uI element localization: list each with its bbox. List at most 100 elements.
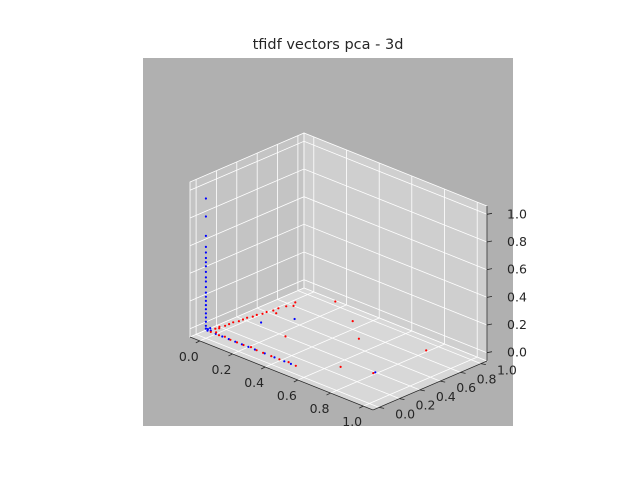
scatter-point: [372, 372, 375, 375]
grid-line-z: [189, 251, 488, 326]
scatter-point: [204, 280, 207, 283]
x-tick: [228, 353, 233, 357]
scatter-point: [292, 304, 295, 307]
x-tick-label: 0.4: [244, 375, 264, 390]
scatter-point: [251, 315, 254, 318]
z-tick-label: 0.8: [507, 234, 527, 249]
y-tick: [440, 380, 446, 383]
scatter-point: [237, 320, 240, 323]
grid-line-x: [330, 189, 445, 394]
scatter-point: [204, 308, 207, 311]
x-tick-label: 0.2: [212, 362, 232, 377]
scatter-point: [246, 316, 249, 319]
y-tick: [480, 363, 486, 366]
z-tick-label: 0.4: [507, 289, 527, 304]
scatter-point: [284, 335, 287, 338]
scatter-point: [204, 197, 207, 200]
x-tick-label: 0.0: [179, 349, 199, 364]
scatter-point: [204, 286, 207, 289]
scatter-point: [289, 362, 292, 365]
grid: [189, 135, 488, 408]
grid-line-z: [189, 140, 488, 215]
scatter-point: [262, 351, 265, 354]
scatter-point: [204, 265, 207, 268]
y-tick-label: 0.0: [395, 406, 415, 421]
x-tick-label: 1.0: [342, 414, 362, 429]
scatter-point: [223, 335, 226, 338]
y-tick: [379, 406, 385, 409]
grid-line-z: [189, 223, 488, 298]
scatter-point: [217, 334, 221, 337]
scatter-point: [285, 305, 288, 308]
grid-line-y: [297, 135, 482, 364]
scatter-point: [204, 291, 207, 294]
scatter-point: [265, 310, 268, 314]
grid-line-z: [189, 196, 488, 271]
chart-title: tfidf vectors pca - 3d: [253, 37, 404, 53]
y-tick-label: 0.4: [436, 389, 456, 404]
z-tick: [486, 295, 493, 298]
x-tick: [326, 392, 331, 396]
scatter-point: [214, 327, 217, 330]
scatter-point: [204, 251, 207, 254]
scatter-point: [204, 245, 207, 248]
z-tick-label: 0.2: [507, 317, 527, 332]
z-tick-label: 1.0: [507, 206, 527, 221]
y-tick: [399, 398, 405, 401]
scatter-point: [351, 320, 354, 323]
scatter-point: [235, 341, 239, 344]
z-tick: [486, 212, 493, 215]
grid-line-y: [277, 144, 461, 373]
x-tick-label: 0.6: [277, 388, 297, 403]
scatter-point: [294, 364, 297, 367]
scatter-point: [234, 340, 237, 343]
ticks: 0.00.20.40.60.81.00.00.20.40.60.81.00.00…: [179, 206, 527, 429]
x-axis-line: [189, 336, 374, 411]
scatter-point: [204, 215, 207, 218]
grid-line-y: [216, 170, 400, 399]
scatter-point: [261, 312, 264, 315]
scatter-point: [247, 345, 250, 348]
scatter-point: [204, 320, 207, 323]
scatter-point: [272, 309, 275, 312]
y-tick: [419, 389, 425, 392]
scatter-point: [204, 312, 207, 315]
grid-line-x: [199, 136, 315, 342]
scatter-point: [204, 234, 207, 237]
grid-line-x: [265, 163, 380, 368]
scatter-point: [339, 365, 342, 368]
axis-lines: [189, 206, 488, 411]
scatter-point: [255, 313, 258, 316]
scatter-point: [273, 356, 276, 359]
scatter-point: [334, 300, 337, 303]
grid-line-y: [195, 179, 380, 408]
scatter-point: [242, 343, 245, 347]
grid-line-y: [236, 161, 420, 391]
y-tick-label: 0.8: [477, 371, 497, 386]
z-tick: [486, 323, 493, 326]
scatter-point: [283, 360, 286, 363]
scatter-point: [293, 317, 296, 321]
scatter-point: [253, 348, 256, 351]
scatter-point: [270, 355, 273, 358]
scatter-point: [277, 307, 280, 310]
grid-line-x: [363, 202, 478, 407]
scatter-point: [425, 349, 428, 352]
z-tick-label: 0.6: [507, 262, 527, 277]
grid-line-x: [297, 176, 413, 381]
scatter-point: [204, 299, 207, 302]
scatter-point: [278, 358, 281, 361]
scatter-point: [218, 327, 221, 330]
scatter-points: [204, 197, 428, 375]
scatter-point: [204, 261, 207, 264]
scatter-point: [204, 316, 207, 319]
scatter-point: [255, 349, 258, 352]
scatter-point: [232, 321, 235, 324]
scatter-point: [204, 327, 207, 330]
y-tick-label: 0.2: [416, 398, 436, 413]
scatter-point: [215, 331, 218, 334]
z-tick: [486, 351, 493, 354]
scatter-point: [260, 321, 263, 324]
scatter-point: [209, 327, 212, 330]
